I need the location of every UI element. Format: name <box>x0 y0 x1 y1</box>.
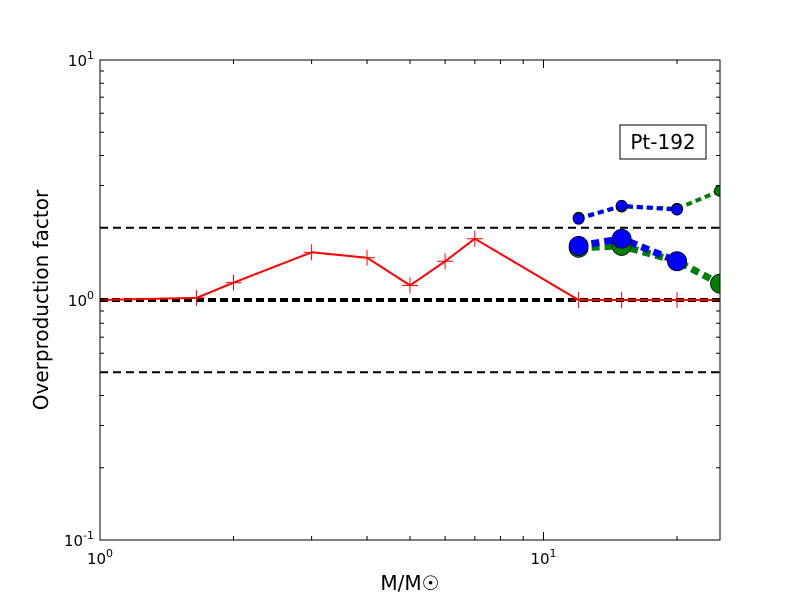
y-tick-label: 100 <box>68 289 94 310</box>
series-0-point-3 <box>303 244 320 261</box>
series-0-point-4 <box>359 249 376 266</box>
series-3-point-2 <box>671 203 683 216</box>
axis-ticks <box>99 59 720 541</box>
series-0-point-7 <box>466 230 483 247</box>
series-0-point-10 <box>669 292 686 308</box>
y-tick-label: 101 <box>68 49 94 70</box>
series-3-point-1 <box>615 199 628 212</box>
series-0-point-8 <box>570 292 587 308</box>
series-0-point-5 <box>402 277 418 294</box>
y-axis-label: Overproduction factor <box>29 189 53 410</box>
series-0-point-9 <box>613 292 630 308</box>
series-4-point-3 <box>710 273 720 294</box>
series-line-4 <box>578 242 720 287</box>
series-line-0 <box>100 237 720 301</box>
x-axis-label: M/M☉ <box>380 571 439 595</box>
series-0-point-1 <box>188 289 205 306</box>
series-5-point-2 <box>667 251 687 272</box>
y-tick-label: 10-1 <box>64 529 94 550</box>
annotation-box: Pt-192 <box>619 124 707 160</box>
series-3-point-0 <box>572 212 585 225</box>
series-0-point-2 <box>225 274 242 291</box>
annotation-label: Pt-192 <box>630 130 695 154</box>
series-2-point-3 <box>714 184 720 197</box>
series-5-point-1 <box>611 228 632 249</box>
x-tick-label: 101 <box>530 547 556 568</box>
series-5-point-0 <box>568 236 589 256</box>
marker-layer <box>100 184 720 308</box>
series-0-point-6 <box>437 253 454 270</box>
x-tick-label: 100 <box>87 547 113 568</box>
